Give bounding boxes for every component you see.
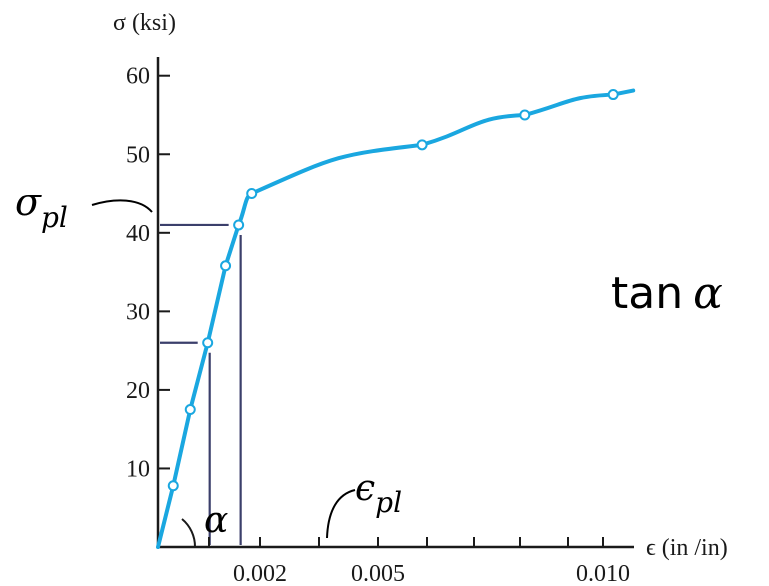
svg-text:ϵpl: ϵpl (355, 468, 402, 519)
tan-alpha-annotation: tan α (611, 268, 723, 319)
epsilon-pl-leader (326, 489, 356, 539)
epsilon-subscript: pl (375, 486, 402, 519)
y-tick-label: 50 (126, 142, 150, 168)
alpha-arc (181, 518, 197, 548)
y-tick-label: 40 (126, 221, 150, 247)
y-tick-label: 30 (126, 299, 150, 325)
x-axis-label: ϵ (in /in) (646, 535, 728, 561)
sigma-symbol: σ (15, 180, 42, 224)
data-point-marker (220, 260, 232, 272)
epsilon-pl-annotation: ϵpl (326, 468, 402, 539)
series-curve (156, 88, 636, 549)
x-tick-label: 0.010 (576, 561, 630, 586)
data-points (167, 89, 619, 492)
x-tick-label: 0.002 (233, 561, 287, 586)
data-point-marker (519, 109, 531, 121)
data-point-marker (202, 337, 214, 349)
data-point-marker (167, 480, 179, 492)
guide-lines (160, 223, 242, 545)
data-point-marker (416, 139, 428, 151)
ticks: 10 20 30 40 50 60 0.002 0.005 0.010 (126, 64, 630, 586)
y-axis-label: σ (ksi) (113, 10, 176, 36)
data-point-marker (184, 404, 196, 416)
data-point-marker (233, 219, 245, 231)
sigma-subscript: pl (41, 201, 68, 234)
sigma-pl-annotation: σpl (15, 180, 153, 234)
y-tick-label: 60 (126, 64, 150, 90)
data-point-marker (246, 188, 258, 200)
tan-alpha-symbol: α (693, 268, 723, 319)
series-line (156, 88, 636, 549)
sigma-pl-leader (91, 199, 153, 213)
alpha-label: α (204, 500, 228, 541)
svg-text:σpl: σpl (15, 180, 68, 234)
axes (156, 57, 634, 549)
data-point-marker (607, 89, 619, 101)
x-tick-label: 0.005 (351, 561, 405, 586)
y-tick-label: 20 (126, 378, 150, 404)
epsilon-symbol: ϵ (355, 468, 375, 509)
tan-word: tan (611, 268, 683, 319)
alpha-annotation: α (181, 500, 228, 548)
y-tick-label: 10 (126, 456, 150, 482)
